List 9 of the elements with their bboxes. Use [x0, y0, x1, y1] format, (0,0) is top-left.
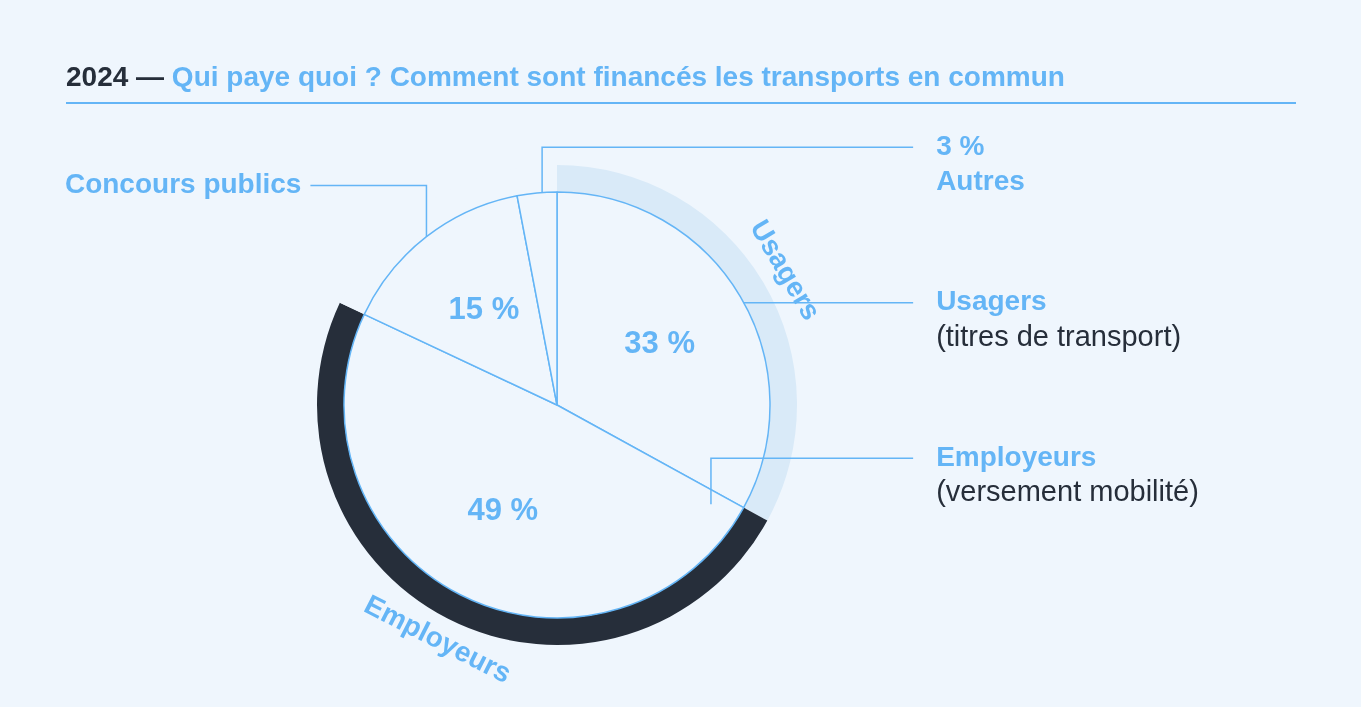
slice-label: Autres [936, 164, 1025, 196]
data-label: 3 % [936, 129, 985, 161]
slice-label: Employeurs (versement mobilité) [936, 440, 1199, 508]
chart-title: 2024 — Qui paye quoi ? Comment sont financés les transports en commun [66, 60, 1065, 92]
slice-label: Usagers (titres de transport) [936, 285, 1182, 352]
data-label: 49 % [467, 491, 539, 527]
data-label: 15 % [448, 291, 520, 327]
slice-label: Concours publics [64, 168, 302, 200]
data-label: 33 % [624, 324, 696, 360]
